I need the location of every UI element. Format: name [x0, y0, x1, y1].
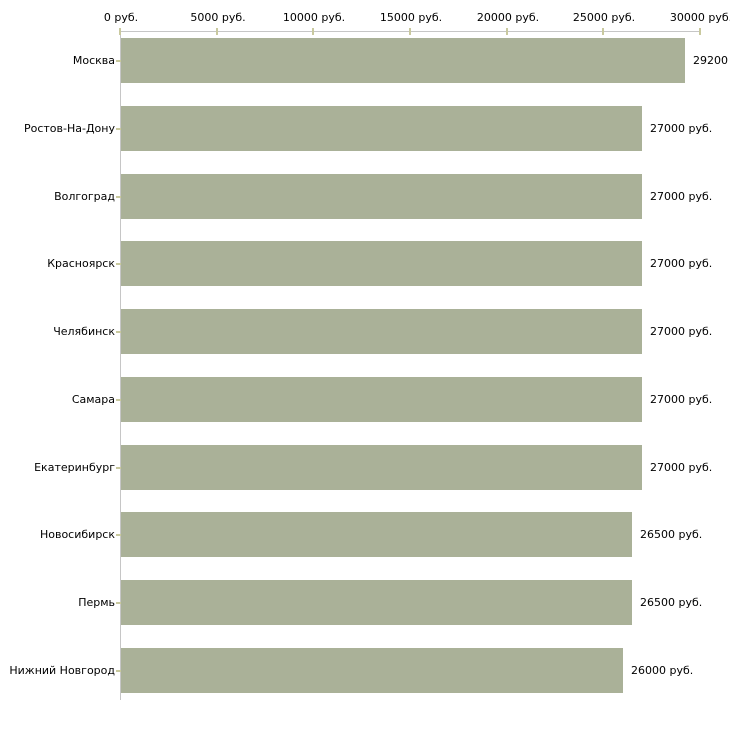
value-label: 27000 руб. — [650, 393, 713, 406]
y-axis-tick — [116, 128, 121, 130]
x-axis-tick-label: 25000 руб. — [572, 11, 636, 24]
y-axis-tick — [116, 534, 121, 536]
category-label: Нижний Новгород — [9, 664, 115, 677]
x-axis-tick-label: 30000 руб. — [669, 11, 730, 24]
bar — [121, 309, 642, 354]
y-axis-line — [120, 31, 121, 700]
category-label: Пермь — [78, 596, 115, 609]
x-axis-tick-label: 5000 руб. — [190, 11, 246, 24]
value-label: 27000 руб. — [650, 325, 713, 338]
category-label: Челябинск — [53, 325, 115, 338]
value-label: 26500 руб. — [640, 596, 703, 609]
bar — [121, 580, 632, 625]
category-label: Ростов-На-Дону — [23, 122, 115, 135]
x-axis-tick — [602, 28, 604, 35]
x-axis-tick — [119, 28, 121, 35]
y-axis-tick — [116, 196, 121, 198]
bar — [121, 38, 685, 83]
category-label: Новосибирск — [39, 528, 115, 541]
x-axis-tick — [216, 28, 218, 35]
x-axis-tick — [699, 28, 701, 35]
value-label: 27000 руб. — [650, 190, 713, 203]
bar — [121, 512, 632, 557]
y-axis-tick — [116, 331, 121, 333]
y-axis-tick — [116, 399, 121, 401]
category-label: Екатеринбург — [34, 461, 115, 474]
x-axis-tick-label: 10000 руб. — [282, 11, 346, 24]
x-axis-tick — [506, 28, 508, 35]
category-label: Самара — [71, 393, 115, 406]
value-label: 26500 руб. — [640, 528, 703, 541]
y-axis-tick — [116, 670, 121, 672]
x-axis-tick-label: 20000 руб. — [476, 11, 540, 24]
category-label: Волгоград — [54, 190, 115, 203]
x-axis-tick — [409, 28, 411, 35]
value-label: 27000 руб. — [650, 257, 713, 270]
bar — [121, 241, 642, 286]
value-label: 29200 руб. — [693, 54, 730, 67]
bar — [121, 106, 642, 151]
x-axis-tick-label: 0 руб. — [103, 11, 139, 24]
x-axis-tick-label: 15000 руб. — [379, 11, 443, 24]
category-label: Красноярск — [47, 257, 115, 270]
x-axis-tick — [312, 28, 314, 35]
value-label: 27000 руб. — [650, 122, 713, 135]
bar — [121, 377, 642, 422]
bar — [121, 648, 623, 693]
y-axis-tick — [116, 60, 121, 62]
bar — [121, 174, 642, 219]
bar — [121, 445, 642, 490]
y-axis-tick — [116, 467, 121, 469]
y-axis-tick — [116, 602, 121, 604]
category-label: Москва — [72, 54, 115, 67]
value-label: 26000 руб. — [631, 664, 694, 677]
value-label: 27000 руб. — [650, 461, 713, 474]
y-axis-tick — [116, 263, 121, 265]
